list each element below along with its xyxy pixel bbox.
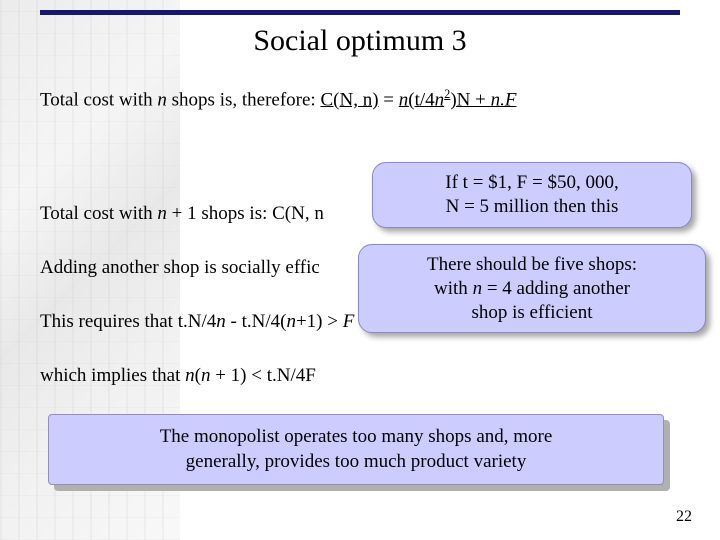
- text: )N +: [450, 89, 490, 110]
- line-4: This requires that t.N/4n - t.N/4(n+1) >…: [40, 310, 354, 335]
- text: = 4 adding another: [482, 278, 630, 299]
- text: Total cost with: [40, 203, 157, 224]
- line-2: Total cost with n + 1 shops is: C(N, n: [40, 202, 324, 227]
- text: (t/4: [408, 89, 434, 110]
- var-n: n: [399, 89, 409, 110]
- text: =: [379, 89, 399, 110]
- text: Adding another shop is socially effic: [40, 257, 320, 278]
- callout-row: shop is efficient: [373, 301, 691, 325]
- var-nf: n.F: [491, 89, 517, 110]
- slide-title: Social optimum 3: [40, 24, 680, 58]
- callout-row: If t = $1, F = $50, 000,: [387, 171, 677, 195]
- text: Total cost with: [40, 89, 157, 110]
- callout-row: with n = 4 adding another: [373, 277, 691, 301]
- text: This requires that t.N/4: [40, 311, 216, 332]
- var-n: n: [157, 203, 167, 224]
- callout-example: If t = $1, F = $50, 000, N = 5 million t…: [372, 162, 692, 228]
- var-n: n: [185, 365, 195, 386]
- text: with: [434, 278, 473, 299]
- slide-content: Social optimum 3 Total cost with n shops…: [0, 0, 720, 540]
- var-f: F: [343, 311, 355, 332]
- text: which implies that: [40, 365, 185, 386]
- conclusion-row: The monopolist operates too many shops a…: [67, 425, 645, 450]
- line-5: which implies that n(n + 1) < t.N/4F: [40, 364, 316, 389]
- callout-row: There should be five shops:: [373, 253, 691, 277]
- var-n: n: [216, 311, 226, 332]
- text: shops is, therefore:: [167, 89, 321, 110]
- callout-row: N = 5 million then this: [387, 195, 677, 219]
- text: + 1) < t.N/4F: [210, 365, 315, 386]
- fn: C(N, n: [272, 203, 324, 224]
- var-n: n: [286, 311, 296, 332]
- var-n: n: [157, 89, 167, 110]
- fn: C(N, n): [320, 89, 378, 110]
- line-1: Total cost with n shops is, therefore: C…: [40, 86, 680, 113]
- conclusion-box: The monopolist operates too many shops a…: [48, 414, 664, 485]
- text: - t.N/4(: [226, 311, 287, 332]
- text: + 1 shops is:: [167, 203, 272, 224]
- accent-bar: [40, 10, 680, 15]
- conclusion-row: generally, provides too much product var…: [67, 450, 645, 475]
- text: +1) >: [296, 311, 343, 332]
- var-n: n: [435, 89, 445, 110]
- conclusion-text: The monopolist operates too many shops a…: [48, 414, 664, 485]
- var-n: n: [473, 278, 483, 299]
- page-number: 22: [676, 508, 692, 526]
- line-3: Adding another shop is socially effic: [40, 256, 320, 281]
- callout-result: There should be five shops: with n = 4 a…: [358, 244, 706, 333]
